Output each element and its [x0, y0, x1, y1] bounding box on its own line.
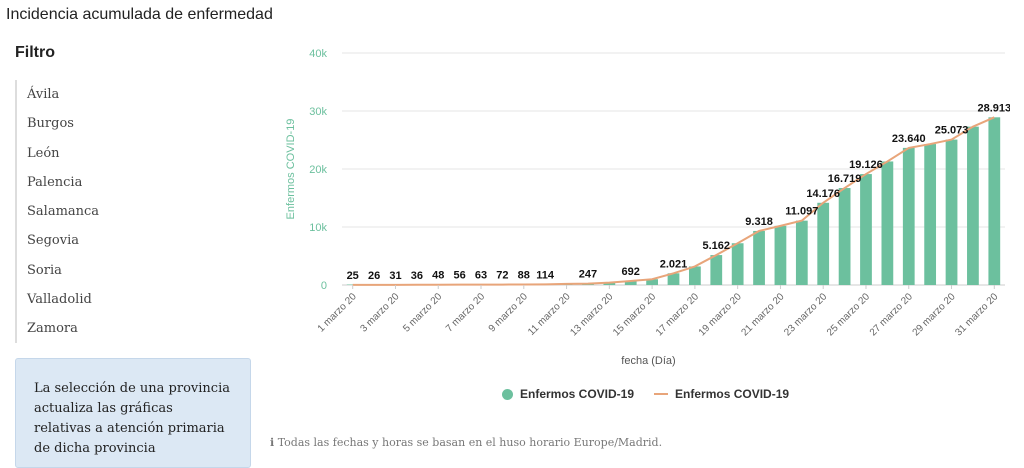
x-tick-label: 13 marzo 20	[568, 291, 615, 338]
x-tick-label: 23 marzo 20	[782, 291, 829, 338]
bar	[945, 139, 958, 285]
bar	[774, 225, 787, 285]
data-label: 88	[518, 269, 530, 281]
x-tick-label: 3 marzo 20	[358, 291, 401, 334]
x-tick-label: 5 marzo 20	[401, 291, 444, 334]
bar	[624, 280, 637, 285]
page-title: Incidencia acumulada de enfermedad	[6, 6, 273, 23]
province-item[interactable]: León	[15, 138, 99, 168]
data-label: 26	[368, 270, 380, 282]
bar	[667, 273, 680, 285]
x-tick-label: 31 marzo 20	[953, 291, 1000, 338]
legend-bar-label: Enfermos COVID-19	[520, 387, 635, 401]
legend-line-marker	[654, 393, 669, 395]
data-label: 692	[622, 266, 640, 278]
x-tick-label: 21 marzo 20	[739, 291, 786, 338]
legend-bar-marker	[502, 388, 513, 400]
data-label: 25	[347, 270, 359, 282]
legend-item-bars[interactable]: Enfermos COVID-19	[502, 387, 634, 401]
province-item[interactable]: Burgos	[15, 109, 99, 139]
data-label: 28.913	[977, 102, 1010, 114]
x-tick-label: 7 marzo 20	[444, 291, 487, 334]
y-tick-label: 10k	[309, 222, 327, 234]
data-label: 56	[454, 270, 466, 282]
info-box-text: La selección de una provincia actualiza …	[34, 381, 230, 456]
data-label: 5.162	[703, 240, 731, 252]
x-tick-label: 29 marzo 20	[911, 291, 958, 338]
bar	[988, 117, 1001, 286]
bar	[924, 144, 937, 285]
bar	[967, 126, 979, 285]
bar	[646, 279, 658, 285]
province-item[interactable]: Soria	[15, 255, 99, 285]
data-label: 36	[411, 270, 423, 282]
x-tick-label: 17 marzo 20	[654, 291, 701, 338]
x-tick-label: 15 marzo 20	[611, 291, 658, 338]
data-label: 23.640	[892, 133, 926, 145]
province-item[interactable]: Segovia	[15, 226, 99, 256]
province-item[interactable]: Palencia	[15, 167, 99, 197]
province-item[interactable]: Salamanca	[15, 197, 99, 227]
y-axis-title: Enfermos COVID-19	[285, 119, 297, 220]
data-label: 25.073	[935, 125, 969, 137]
data-label: 2.021	[660, 258, 688, 270]
x-tick-label: 19 marzo 20	[697, 291, 744, 338]
data-label: 72	[496, 270, 508, 282]
footnote: ℹ Todas las fechas y horas se basan en e…	[270, 436, 662, 449]
x-tick-label: 25 marzo 20	[825, 291, 872, 338]
bar	[881, 161, 894, 285]
y-tick-label: 40k	[309, 48, 327, 60]
data-label: 114	[536, 269, 555, 281]
data-label: 48	[432, 270, 444, 282]
x-tick-label: 11 marzo 20	[526, 291, 573, 338]
filter-title: Filtro	[15, 44, 55, 61]
data-label: 247	[579, 269, 597, 281]
footnote-text: Todas las fechas y horas se basan en el …	[277, 436, 663, 449]
y-tick-label: 30k	[309, 106, 327, 118]
x-tick-label: 27 marzo 20	[868, 291, 915, 338]
x-tick-label: 9 marzo 20	[487, 291, 530, 334]
bar	[603, 282, 616, 285]
info-box: La selección de una provincia actualiza …	[15, 358, 251, 468]
covid-cases-chart: 0 10k 20k 30k 40k Enfermos COVID-19 25 26 31 36 48…	[285, 48, 1010, 367]
legend-line-label: Enfermos COVID-19	[675, 387, 790, 401]
bar	[689, 266, 701, 285]
data-label: 16.719	[828, 173, 862, 185]
bar	[753, 230, 765, 285]
data-label: 19.126	[849, 159, 883, 171]
bar	[902, 147, 915, 285]
province-filter-list: Ávila Burgos León Palencia Salamanca Segovia S…	[15, 80, 99, 344]
data-label: 31	[389, 270, 401, 282]
bar	[710, 255, 723, 285]
x-axis-title: fecha (Día)	[621, 355, 675, 367]
bar	[817, 202, 830, 285]
legend-item-line[interactable]: Enfermos COVID-19	[654, 387, 789, 401]
bar	[838, 188, 851, 285]
data-label: 63	[475, 270, 487, 282]
x-tick-label: 1 marzo 20	[316, 291, 359, 334]
province-item[interactable]: Zamora	[15, 314, 99, 344]
province-item[interactable]: Valladolid	[15, 284, 99, 314]
data-label: 9.318	[745, 216, 773, 228]
bar	[795, 220, 808, 285]
data-label: 14.176	[806, 188, 840, 200]
info-icon: ℹ	[270, 436, 275, 449]
province-item[interactable]: Ávila	[15, 80, 99, 110]
bar	[731, 243, 744, 285]
data-label: 11.097	[785, 206, 818, 218]
y-tick-label: 20k	[309, 164, 327, 176]
chart-legend: Enfermos COVID-19 Enfermos COVID-19	[502, 387, 809, 401]
bar	[860, 174, 872, 285]
series-line	[352, 116, 995, 286]
y-tick-label: 0	[321, 280, 327, 292]
